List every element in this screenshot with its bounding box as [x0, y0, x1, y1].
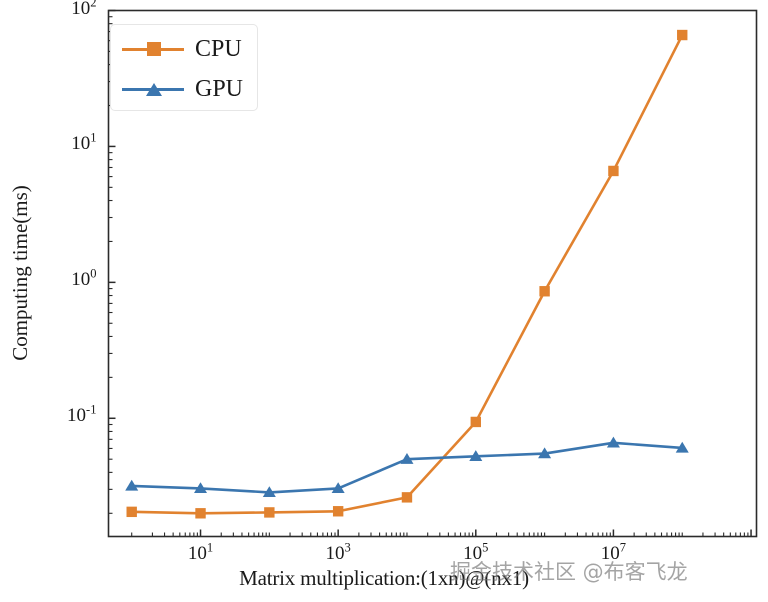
axis-ticks: [108, 9, 752, 537]
legend-entry-gpu: GPU: [111, 69, 259, 109]
data-point-marker: [606, 436, 620, 448]
data-point-marker: [331, 482, 345, 494]
data-point-marker: [401, 492, 413, 503]
data-point-marker: [675, 441, 689, 453]
data-point-marker: [538, 447, 552, 459]
chart-legend: CPU GPU: [110, 24, 258, 111]
y-tick-label: 101: [71, 131, 97, 155]
x-tick-label: 105: [463, 540, 489, 564]
data-point-marker: [469, 450, 483, 461]
legend-entry-cpu: CPU: [111, 29, 259, 69]
legend-marker-triangle-icon: [146, 83, 162, 96]
data-point-marker: [194, 482, 208, 494]
data-point-marker: [677, 29, 688, 41]
x-tick-label: 103: [325, 540, 351, 564]
legend-label-gpu: GPU: [195, 76, 244, 102]
legend-label-cpu: CPU: [195, 36, 242, 62]
x-tick-label: 107: [600, 540, 627, 564]
data-point-marker: [332, 506, 344, 517]
y-tick-label: 10-1: [67, 402, 97, 427]
data-point-marker: [262, 486, 276, 498]
data-point-marker: [400, 453, 414, 464]
data-point-marker: [264, 507, 275, 518]
series-line-gpu: [131, 441, 683, 494]
x-axis-label: Matrix multiplication:(1xn)@(nx1): [239, 566, 529, 590]
data-point-marker: [608, 165, 619, 177]
y-tick-label: 100: [71, 267, 97, 291]
data-series: [125, 29, 689, 519]
legend-marker-square-icon: [147, 42, 161, 56]
y-axis-label: Computing time(ms): [8, 185, 32, 361]
data-point-marker: [470, 416, 481, 428]
data-point-marker: [539, 286, 550, 297]
axes-frame: [107, 9, 758, 538]
data-point-marker: [195, 508, 206, 519]
x-tick-label: 101: [187, 540, 214, 564]
data-point-marker: [126, 506, 137, 518]
y-tick-label: 102: [71, 0, 97, 19]
data-point-marker: [125, 479, 139, 491]
